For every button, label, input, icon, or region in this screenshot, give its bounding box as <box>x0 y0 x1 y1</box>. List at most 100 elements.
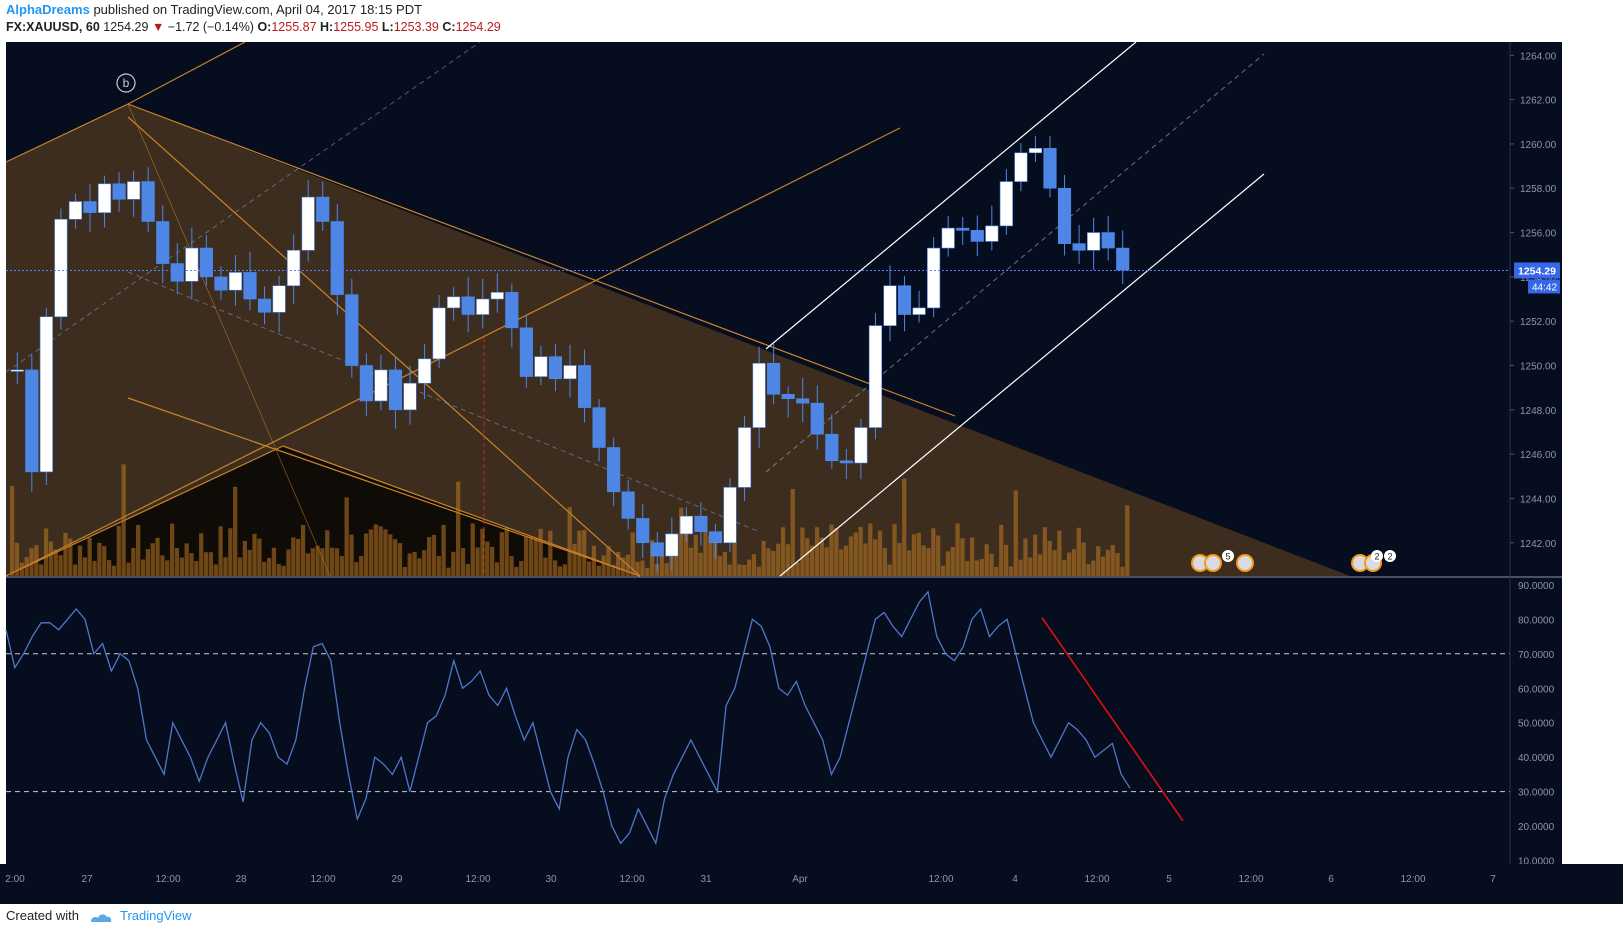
volume-bar <box>582 530 587 576</box>
candle-body <box>796 398 810 404</box>
volume-bar <box>863 543 868 576</box>
volume-bar <box>979 558 984 576</box>
volume-bar <box>567 507 572 576</box>
candle-body <box>577 365 592 408</box>
volume-bar <box>509 556 514 576</box>
candle-body <box>272 285 286 313</box>
candle-body <box>665 533 679 557</box>
volume-bar <box>906 550 912 576</box>
candle-body <box>825 433 839 462</box>
candle-body <box>388 369 403 411</box>
price-tick-label: 1250.00 <box>1520 362 1557 373</box>
price-tick-label: 1248.00 <box>1520 406 1557 417</box>
candle-body <box>767 362 781 395</box>
volume-bar <box>727 564 732 576</box>
volume-bar <box>945 551 951 576</box>
fork-inner-line <box>127 116 641 577</box>
volume-bar <box>393 539 398 576</box>
symbol-label[interactable]: FX:XAUUSD, 60 <box>6 20 100 34</box>
volume-bar <box>528 536 534 576</box>
volume-bar <box>548 530 553 576</box>
volume-bar <box>766 548 771 576</box>
volume-bar <box>800 527 805 576</box>
candle-body <box>1057 187 1072 244</box>
time-tick-label: 12:00 <box>1084 874 1109 885</box>
volume-bar <box>451 551 456 576</box>
candle-body <box>54 218 68 318</box>
volume-bar <box>538 528 543 576</box>
volume-bar <box>916 532 921 576</box>
volume-bar <box>111 565 117 576</box>
volume-bar <box>262 561 267 576</box>
volume-bar <box>1100 556 1106 576</box>
volume-bar <box>155 537 160 576</box>
median-channel-line <box>5 127 901 577</box>
volume-bars <box>10 464 1130 576</box>
volume-bar <box>523 536 529 576</box>
volume-bar <box>543 557 548 576</box>
created-with-text: Created with <box>6 908 79 923</box>
volume-bar <box>984 544 989 576</box>
candle-body <box>810 402 824 435</box>
volume-bar <box>601 555 606 576</box>
volume-bar <box>1105 549 1111 576</box>
volume-bar <box>237 557 243 576</box>
candle-body <box>999 181 1013 227</box>
volume-bar <box>853 532 858 576</box>
time-tick-label: 7 <box>1490 874 1496 885</box>
volume-bar <box>310 548 315 576</box>
volume-bar <box>674 549 679 576</box>
volume-bar <box>296 538 301 576</box>
volume-bar <box>77 545 83 576</box>
volume-bar <box>378 526 383 576</box>
volume-bar <box>698 552 703 576</box>
volume-bar <box>145 549 151 576</box>
volume-bar <box>281 565 286 576</box>
author-link[interactable]: AlphaDreams <box>6 2 90 17</box>
volume-bar <box>746 559 752 576</box>
tradingview-link[interactable]: TradingView <box>120 908 192 923</box>
volume-bar <box>1062 559 1067 576</box>
volume-bar <box>1018 559 1023 576</box>
volume-bar <box>68 538 73 576</box>
volume-bar <box>742 564 747 576</box>
volume-bar <box>664 563 669 576</box>
time-tick-label: 12:00 <box>310 874 335 885</box>
price-change: −1.72 (−0.14%) <box>167 20 254 34</box>
rsi-tick-label: 30.0000 <box>1518 788 1555 799</box>
rsi-tick-label: 80.0000 <box>1518 615 1555 626</box>
volume-bar <box>679 507 684 576</box>
volume-bar <box>955 523 960 576</box>
volume-bar <box>470 523 475 576</box>
volume-bar <box>640 560 645 576</box>
fork-top-ray <box>127 42 246 105</box>
volume-bar <box>82 557 87 576</box>
channel-upper-line <box>765 42 1137 350</box>
volume-bar <box>635 561 640 576</box>
volume-bar <box>776 543 781 576</box>
rsi-tick-label: 10.0000 <box>1518 857 1555 868</box>
volume-bar <box>940 565 946 576</box>
volume-bar <box>1033 534 1038 576</box>
volume-bar <box>480 528 485 576</box>
volume-bar <box>693 534 698 576</box>
volume-bar <box>717 555 723 576</box>
volume-bar <box>732 528 737 576</box>
volume-bar <box>87 537 92 576</box>
volume-bar <box>247 549 252 576</box>
volume-bar <box>1071 549 1077 576</box>
candle-body <box>359 365 373 402</box>
volume-bar <box>106 560 112 576</box>
volume-bar <box>373 524 378 576</box>
volume-bar <box>805 538 810 576</box>
volume-bar <box>97 542 102 576</box>
volume-bar <box>344 497 349 576</box>
volume-bar <box>737 564 742 576</box>
candle-body <box>1087 232 1101 251</box>
wedge-upper-line <box>127 103 956 417</box>
volume-bar <box>150 543 155 576</box>
volume-bar <box>1013 490 1018 576</box>
candle-body <box>68 201 83 220</box>
volume-bar <box>213 564 218 576</box>
chart-area[interactable]: 1264.00 1262.00 1260.00 1258.00 1256.00 1254.… <box>0 42 1623 904</box>
